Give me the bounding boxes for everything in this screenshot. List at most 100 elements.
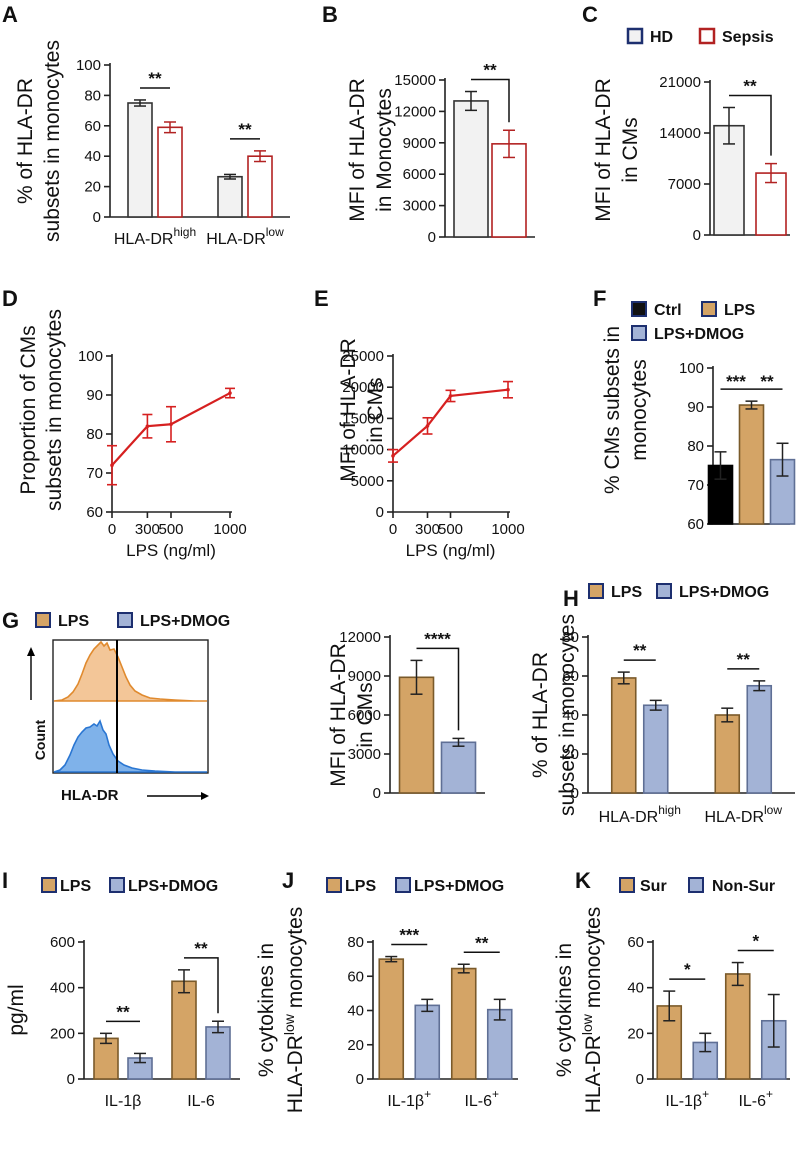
y-tick-label: 0 <box>571 785 579 802</box>
legend-dmog-text: LPS+DMOG <box>654 326 744 343</box>
y-tick-label: 15000 <box>342 410 384 427</box>
bar <box>440 741 477 794</box>
histogram-frame <box>52 639 209 774</box>
legend-sur-swatch <box>619 877 635 893</box>
legend-sepsis-swatch <box>698 27 716 45</box>
x-tick-label: 0 <box>389 521 397 538</box>
legend-i: LPS LPS+DMOG <box>41 877 218 895</box>
chart-A: 0 20 40 60 80 100 A % of HLA-DR subsets in monoc… <box>2 2 290 248</box>
panel-label: D <box>2 286 18 311</box>
data-point <box>228 391 232 395</box>
y-tick-label: 40 <box>347 1003 364 1020</box>
y-tick-label: 0 <box>376 504 384 521</box>
y-tick-label: 20 <box>84 179 101 196</box>
y-axis-title: HLA-DRlow monocytes <box>579 907 605 1114</box>
legend-ctrl-text: Ctrl <box>654 302 682 319</box>
x-category-label: HLA-DRhigh <box>599 803 681 826</box>
x-category-label: HLA-DRhigh <box>114 225 196 248</box>
panel-label: I <box>2 868 8 893</box>
y-axis-title: % CMs subsets in <box>601 326 624 494</box>
y-axis-title: in CMs <box>364 377 387 442</box>
legend-dmog-text: LPS+DMOG <box>140 613 230 630</box>
data-point <box>448 394 453 398</box>
significance-bracket <box>729 94 772 156</box>
y-tick-label: 100 <box>679 360 704 377</box>
legend-dmog-swatch <box>117 612 133 628</box>
significance-bracket <box>416 647 460 731</box>
x-axis-title: LPS (ng/ml) <box>406 541 496 560</box>
histogram-x-label: HLA-DR <box>61 787 119 804</box>
y-tick-label: 70 <box>86 465 103 482</box>
y-tick-label: 20 <box>562 746 579 763</box>
significance-text: ** <box>483 61 497 80</box>
legend-lps-text: LPS <box>724 302 755 319</box>
y-axis-title: in Monocytes <box>373 88 396 212</box>
bar <box>610 677 637 794</box>
panel-label: B <box>322 2 338 27</box>
bar <box>171 980 197 1080</box>
y-axis-title: MFI of HLA-DR <box>346 78 369 222</box>
legend-lps-text: LPS <box>611 584 642 601</box>
y-tick-label: 25000 <box>342 348 384 365</box>
y-tick-label: 5000 <box>351 473 384 490</box>
legend-lps-swatch <box>701 301 717 317</box>
chart-H: 0 20 40 60 80 H % of HLA-DR subsets in monocyte… <box>529 586 795 826</box>
chart-B: 0 3000 6000 9000 12000 15000 B MFI of HLA-DR in … <box>322 2 535 246</box>
bar <box>746 684 773 794</box>
y-tick-label: 0 <box>67 1071 75 1088</box>
histogram-y-arrowhead <box>27 647 35 656</box>
y-axis-title: subsets in monocytes <box>556 614 579 816</box>
y-tick-label: 90 <box>86 387 103 404</box>
legend-lps-text: LPS <box>345 878 376 895</box>
y-tick-label: 9000 <box>403 135 436 152</box>
legend-dmog-text: LPS+DMOG <box>414 878 504 895</box>
y-tick-label: 9000 <box>348 668 381 685</box>
legend-lps-swatch <box>588 583 604 599</box>
significance-text: ** <box>194 939 208 958</box>
legend-k: Sur Non-Sur <box>619 877 775 895</box>
legend-h: LPS LPS+DMOG <box>588 583 769 601</box>
significance-bracket <box>184 957 219 1014</box>
y-tick-label: 0 <box>636 1071 644 1088</box>
bar <box>247 155 273 218</box>
chart-C: 0 7000 14000 21000 C MFI of HLA-DR in CMs ** <box>582 2 790 244</box>
legend-g: LPS LPS+DMOG <box>35 612 230 630</box>
x-category-label: IL-1β <box>105 1093 142 1110</box>
y-axis-title: in CMs <box>619 117 642 182</box>
y-tick-label: 200 <box>50 1025 75 1042</box>
bar <box>755 172 787 236</box>
bar <box>453 100 489 238</box>
x-category-label: HLA-DRlow <box>206 225 284 248</box>
significance-text: ** <box>148 69 162 88</box>
significance-text: ** <box>760 372 774 391</box>
legend-c: HD Sepsis <box>626 27 774 46</box>
significance-text: *** <box>726 372 746 391</box>
y-tick-label: 80 <box>687 438 704 455</box>
x-tick-label: 1000 <box>491 521 524 538</box>
histogram-lps-curve <box>53 640 207 702</box>
y-tick-label: 60 <box>347 968 364 985</box>
data-point <box>145 424 150 429</box>
legend-lps-text: LPS <box>58 613 89 630</box>
y-tick-label: 0 <box>93 209 101 226</box>
y-tick-label: 20 <box>627 1025 644 1042</box>
y-axis-title: MFI of HLA-DR <box>327 643 350 787</box>
x-tick-label: 500 <box>158 521 183 538</box>
x-axis-title: LPS (ng/ml) <box>126 541 216 560</box>
y-tick-label: 60 <box>627 934 644 951</box>
y-tick-label: 21000 <box>659 74 701 91</box>
y-tick-label: 100 <box>78 348 103 365</box>
x-category-label: IL-6+ <box>464 1087 499 1110</box>
histogram-x-arrowhead <box>201 792 209 800</box>
legend-lps-swatch <box>326 877 342 893</box>
bar <box>93 1037 119 1080</box>
panel-label: J <box>282 868 294 893</box>
panel-label: C <box>582 2 598 27</box>
bar <box>217 175 243 218</box>
significance-text: ** <box>116 1002 130 1021</box>
y-axis-title: subsets in monocytes <box>41 40 64 242</box>
data-point <box>506 387 510 392</box>
y-tick-label: 600 <box>50 934 75 951</box>
panel-label: A <box>2 2 18 27</box>
